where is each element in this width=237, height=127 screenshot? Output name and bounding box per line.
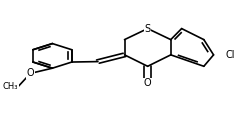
Text: O: O [144, 78, 151, 88]
Text: S: S [145, 24, 151, 34]
Text: CH₃: CH₃ [3, 82, 18, 91]
Text: Cl: Cl [225, 50, 235, 60]
Text: O: O [27, 68, 34, 78]
